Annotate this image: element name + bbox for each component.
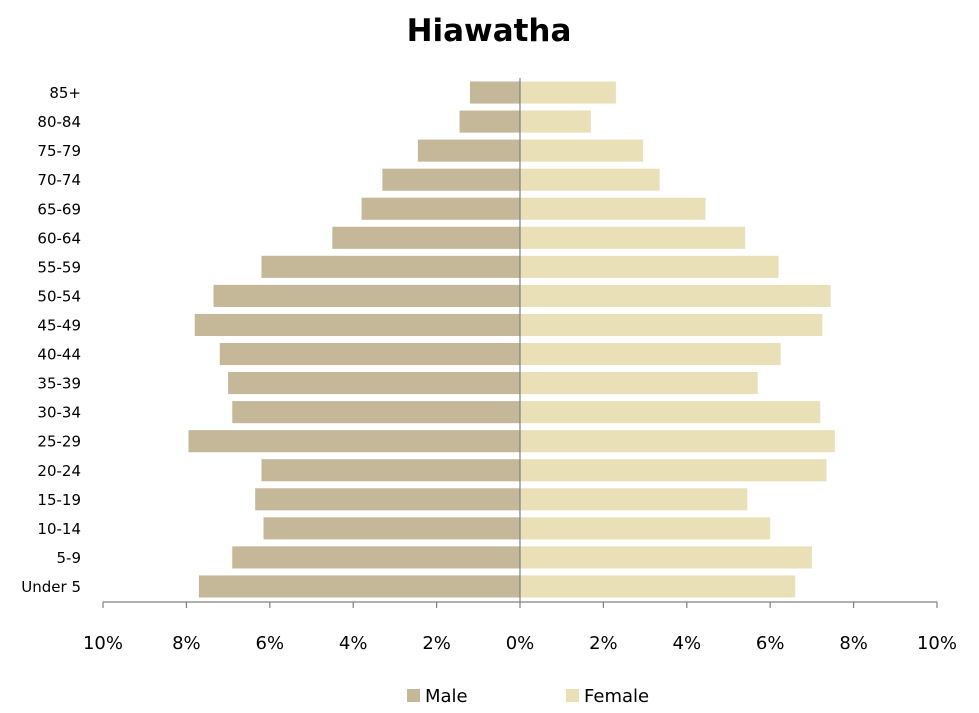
bar-female-50-54 [520, 284, 831, 307]
bar-female-65-69 [520, 197, 706, 220]
bar-male-5-9 [232, 546, 520, 569]
x-tick-label: 8% [839, 633, 868, 654]
bar-male-80-84 [459, 110, 520, 133]
category-label: 30-34 [37, 404, 81, 422]
bar-female-20-24 [520, 459, 827, 482]
bar-male-55-59 [261, 255, 520, 278]
legend-swatch-female [566, 689, 579, 702]
category-label: 70-74 [37, 171, 81, 189]
category-label: 65-69 [37, 200, 81, 218]
x-tick-label: 2% [422, 633, 451, 654]
bar-male-30-34 [232, 401, 520, 424]
category-label: 75-79 [37, 142, 81, 160]
category-label: 80-84 [37, 113, 81, 131]
bar-female-80-84 [520, 110, 591, 133]
bar-male-40-44 [219, 342, 520, 366]
bar-female-15-19 [520, 488, 748, 511]
category-label: 85+ [49, 84, 81, 102]
bars-layer [188, 81, 835, 598]
x-tick-label: 10% [917, 633, 957, 654]
x-tick-labels: 10% 8% 6% 4% 2% 0% 2% 4% 6% 8% 10% [83, 633, 957, 654]
legend-label-female: Female [584, 686, 649, 707]
category-label: 55-59 [37, 258, 81, 276]
bar-male-45-49 [194, 313, 521, 337]
category-label: 40-44 [37, 346, 81, 364]
x-tick-label: 10% [83, 633, 123, 654]
category-label: 25-29 [37, 433, 81, 451]
bar-male-70-74 [382, 168, 520, 191]
bar-female-70-74 [520, 168, 660, 191]
bar-female-30-34 [520, 401, 821, 424]
category-label: 15-19 [37, 491, 81, 509]
category-label: 45-49 [37, 316, 81, 334]
category-labels: 85+ 80-84 75-79 70-74 65-69 60-64 55-59 50-54 45… [21, 84, 81, 596]
bar-female-85+ [520, 81, 616, 104]
bar-female-under-5 [520, 575, 796, 598]
x-tick-label: 4% [673, 633, 702, 654]
bar-female-55-59 [520, 255, 779, 278]
x-tick-label: 0% [506, 633, 535, 654]
bar-male-20-24 [261, 459, 520, 482]
category-label: 20-24 [37, 462, 81, 480]
x-tick-label: 8% [172, 633, 201, 654]
bar-male-under-5 [198, 575, 520, 598]
category-label: Under 5 [21, 578, 81, 596]
bar-female-40-44 [520, 342, 781, 366]
category-label: 5-9 [57, 549, 82, 567]
x-tick-label: 2% [589, 633, 618, 654]
legend-label-male: Male [425, 686, 468, 707]
bar-female-35-39 [520, 372, 758, 395]
bar-female-75-79 [520, 139, 644, 162]
bar-male-35-39 [228, 372, 520, 395]
x-tick-label: 6% [256, 633, 285, 654]
bar-male-60-64 [332, 226, 520, 249]
bar-male-15-19 [255, 488, 520, 511]
bar-male-50-54 [213, 284, 520, 307]
bar-male-10-14 [263, 517, 520, 540]
legend-swatch-male [407, 689, 420, 702]
category-label: 60-64 [37, 229, 81, 247]
bar-female-60-64 [520, 226, 746, 249]
bar-male-75-79 [417, 139, 520, 162]
axis-layer [102, 78, 938, 608]
chart-title: Hiawatha [407, 13, 572, 49]
category-label: 50-54 [37, 287, 81, 305]
category-label: 35-39 [37, 375, 81, 393]
bar-male-25-29 [188, 430, 521, 453]
bar-female-5-9 [520, 546, 812, 569]
bar-female-10-14 [520, 517, 771, 540]
bar-male-65-69 [361, 197, 520, 220]
x-tick-label: 6% [756, 633, 785, 654]
bar-female-45-49 [520, 313, 823, 337]
bar-female-25-29 [520, 430, 835, 453]
legend: Male Female [407, 686, 649, 707]
category-label: 10-14 [37, 520, 81, 538]
x-tick-label: 4% [339, 633, 368, 654]
bar-male-85+ [469, 81, 520, 104]
